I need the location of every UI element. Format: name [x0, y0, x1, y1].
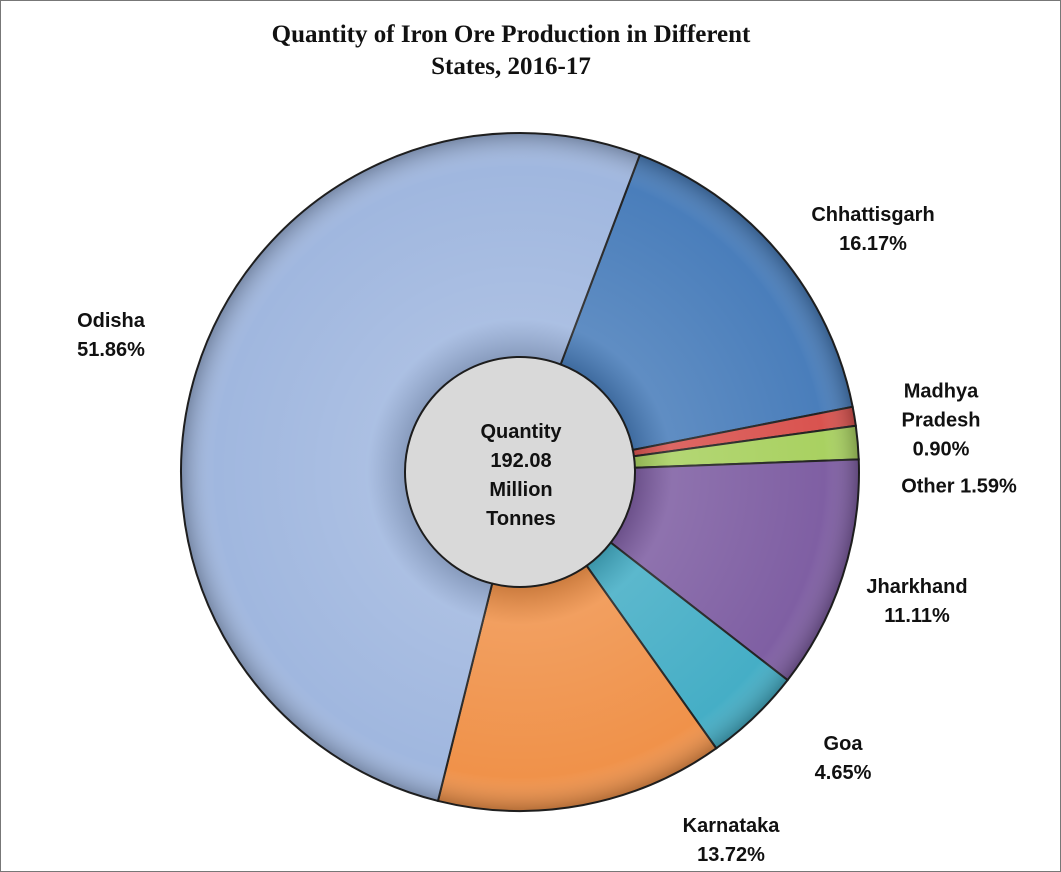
category-name: Other — [901, 475, 955, 498]
slice-label: Karnataka 13.72% — [651, 812, 811, 870]
category-name: Jharkhand — [866, 576, 968, 598]
slice-label: Madhya Pradesh 0.90% — [891, 378, 991, 465]
value-label: 11.11% — [884, 605, 950, 627]
value-label: 16.17% — [839, 233, 907, 255]
value-label: 4.65% — [814, 762, 872, 784]
category-name: Goa — [823, 733, 863, 755]
center-label: Quantity 192.08 Million Tonnes — [480, 418, 561, 534]
center-text-line: 192.08 — [490, 450, 552, 472]
category-name: Karnataka — [682, 815, 780, 837]
slice-label: Chhattisgarh 16.17% — [793, 201, 953, 259]
center-text-line: Tonnes — [486, 508, 556, 530]
value-label: 13.72% — [697, 844, 765, 866]
value-label: 0.90% — [912, 438, 970, 461]
slice-label: Other 1.59% — [869, 473, 1049, 502]
category-name: Madhya Pradesh — [901, 380, 981, 432]
slice-label: Odisha 51.86% — [51, 307, 171, 365]
center-text-line: Quantity — [480, 421, 562, 443]
slice-label: Goa 4.65% — [783, 730, 903, 788]
value-label: 1.59% — [960, 475, 1017, 498]
slice-label: Jharkhand 11.11% — [837, 573, 997, 631]
chart-title: Quantity of Iron Ore Production in Diffe… — [271, 21, 751, 80]
value-label: 51.86% — [77, 339, 145, 361]
category-name: Chhattisgarh — [811, 204, 935, 226]
center-text-line: Million — [489, 479, 553, 501]
category-name: Odisha — [77, 310, 145, 332]
